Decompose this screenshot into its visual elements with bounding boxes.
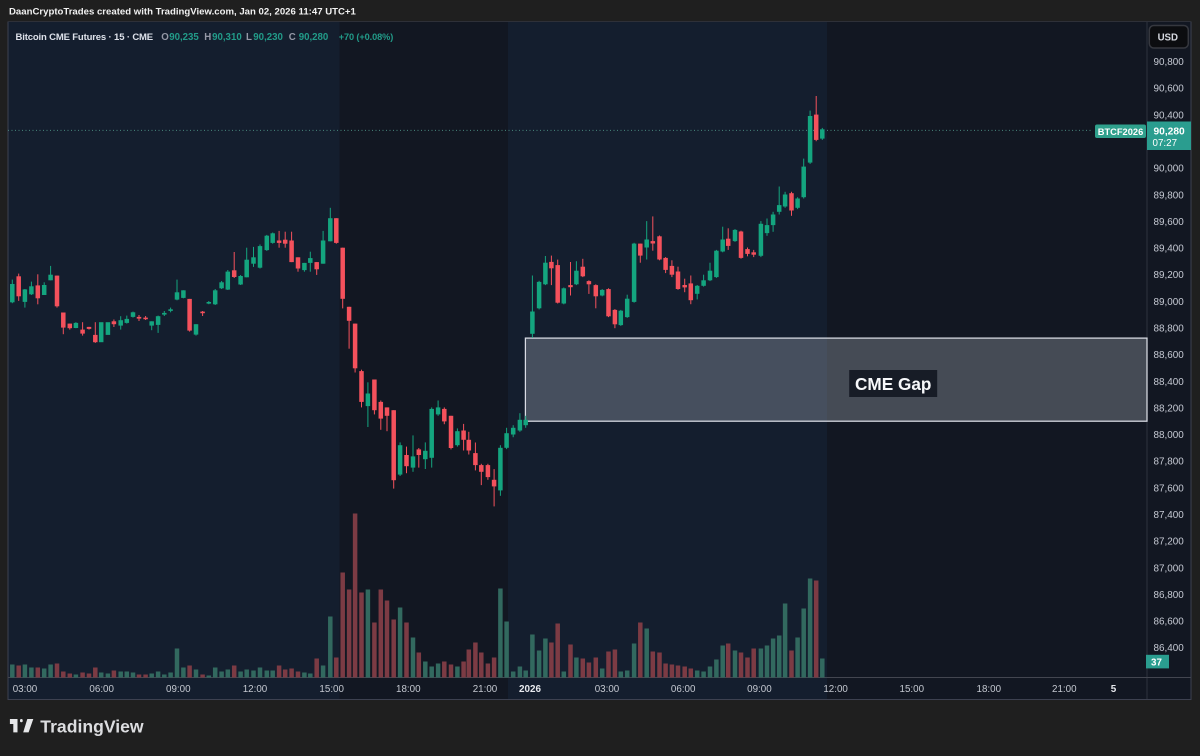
svg-text:90,000: 90,000 (1154, 164, 1185, 175)
svg-text:88,000: 88,000 (1154, 430, 1185, 441)
svg-text:89,400: 89,400 (1154, 244, 1185, 255)
svg-text:+70 (+0.08%): +70 (+0.08%) (339, 32, 394, 42)
svg-text:87,200: 87,200 (1154, 537, 1185, 548)
svg-text:03:00: 03:00 (13, 684, 38, 695)
svg-text:5: 5 (1111, 684, 1117, 695)
svg-text:90,280: 90,280 (1154, 127, 1185, 138)
svg-text:06:00: 06:00 (89, 684, 114, 695)
svg-text:90,800: 90,800 (1154, 57, 1185, 68)
svg-text:88,800: 88,800 (1154, 324, 1185, 335)
svg-text:87,000: 87,000 (1154, 563, 1185, 574)
svg-text:90,600: 90,600 (1154, 84, 1185, 95)
svg-text:12:00: 12:00 (823, 684, 848, 695)
svg-text:2026: 2026 (519, 684, 541, 695)
svg-text:09:00: 09:00 (166, 684, 191, 695)
svg-text:15:00: 15:00 (319, 684, 344, 695)
svg-text:18:00: 18:00 (396, 684, 421, 695)
svg-text:89,800: 89,800 (1154, 190, 1185, 201)
svg-text:88,200: 88,200 (1154, 403, 1185, 414)
svg-text:21:00: 21:00 (473, 684, 498, 695)
svg-text:37: 37 (1151, 657, 1162, 668)
svg-text:21:00: 21:00 (1052, 684, 1077, 695)
svg-text:86,800: 86,800 (1154, 590, 1185, 601)
svg-text:12:00: 12:00 (243, 684, 268, 695)
svg-text:BTCF2026: BTCF2026 (1098, 127, 1143, 137)
svg-text:86,400: 86,400 (1154, 643, 1185, 654)
svg-text:03:00: 03:00 (595, 684, 620, 695)
svg-text:87,800: 87,800 (1154, 457, 1185, 468)
svg-text:89,000: 89,000 (1154, 297, 1185, 308)
svg-text:89,600: 89,600 (1154, 217, 1185, 228)
svg-text:18:00: 18:00 (977, 684, 1002, 695)
svg-text:89,200: 89,200 (1154, 270, 1185, 281)
svg-text:88,600: 88,600 (1154, 350, 1185, 361)
svg-text:CME Gap: CME Gap (855, 374, 931, 394)
svg-text:88,400: 88,400 (1154, 377, 1185, 388)
svg-text:15:00: 15:00 (900, 684, 925, 695)
svg-text:06:00: 06:00 (671, 684, 696, 695)
svg-text:TradingView: TradingView (40, 717, 144, 737)
svg-text:86,600: 86,600 (1154, 617, 1185, 628)
svg-text:09:00: 09:00 (747, 684, 772, 695)
svg-text:USD: USD (1158, 32, 1178, 43)
svg-text:07:27: 07:27 (1153, 138, 1178, 149)
svg-text:Bitcoin CME Futures · 15 · CME: Bitcoin CME Futures · 15 · CME (16, 32, 153, 43)
svg-text:DaanCryptoTrades created with: DaanCryptoTrades created with TradingVie… (9, 7, 357, 18)
svg-text:87,600: 87,600 (1154, 483, 1185, 494)
svg-text:87,400: 87,400 (1154, 510, 1185, 521)
svg-text:90,400: 90,400 (1154, 110, 1185, 121)
